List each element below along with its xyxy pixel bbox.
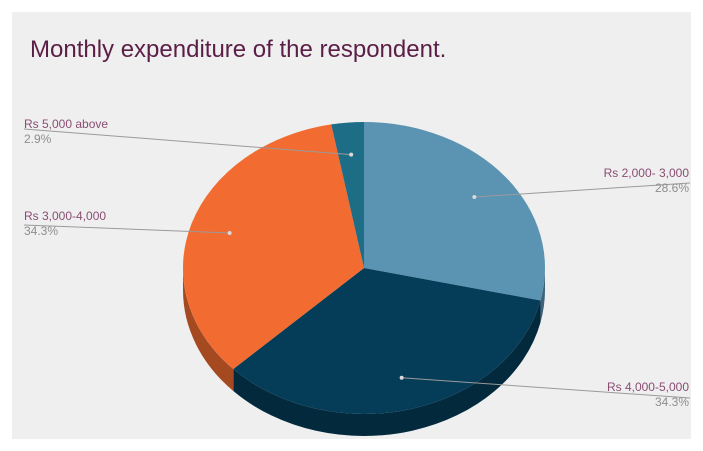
- chart-title: Monthly expenditure of the respondent.: [30, 36, 447, 63]
- slice-percent-label: 28.6%: [654, 181, 689, 195]
- leader-lines: [23, 128, 691, 399]
- slice-category-label: Rs 4,000-5,000: [606, 380, 689, 394]
- slice-category-label: Rs 5,000 above: [24, 117, 109, 131]
- leader-line-0: [474, 182, 691, 198]
- pie-slice-0: [364, 122, 546, 301]
- leader-anchor-0: [472, 194, 477, 199]
- pie-depth-layer: [183, 268, 545, 437]
- pie-top-layer: [182, 122, 546, 415]
- pie-slice-3: [331, 122, 364, 268]
- pie-slice-side-1: [233, 300, 541, 437]
- leader-anchor-3: [349, 152, 354, 157]
- leader-anchor-1: [399, 375, 404, 380]
- pie-slice-side-0: [540, 268, 545, 323]
- pie-slice-2: [182, 124, 364, 370]
- slice-label-2: Rs 3,000-4,000 34.3%: [24, 209, 106, 239]
- leader-line-3: [23, 128, 352, 156]
- slice-category-label: Rs 3,000-4,000: [24, 209, 107, 223]
- slice-label-0: Rs 2,000- 3,000 28.6%: [604, 166, 689, 196]
- slice-label-3: Rs 5,000 above 2.9%: [24, 117, 108, 147]
- leader-line-1: [401, 377, 691, 399]
- slice-percent-label: 34.3%: [654, 395, 689, 409]
- leader-line-2: [23, 224, 230, 234]
- leader-anchor-2: [227, 231, 232, 236]
- pie-slice-side-2: [183, 268, 234, 392]
- pie-slice-1: [233, 268, 541, 415]
- slice-percent-label: 34.3%: [24, 224, 59, 238]
- slice-percent-label: 2.9%: [24, 132, 52, 146]
- slice-label-1: Rs 4,000-5,000 34.3%: [607, 380, 689, 410]
- slice-category-label: Rs 2,000- 3,000: [603, 166, 689, 180]
